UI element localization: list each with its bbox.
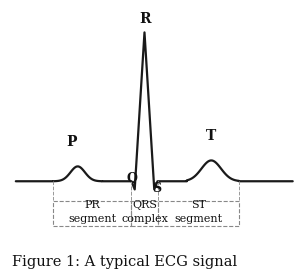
Text: R: R: [140, 12, 151, 26]
Text: Q: Q: [127, 172, 138, 185]
Text: Figure 1: A typical ECG signal: Figure 1: A typical ECG signal: [12, 255, 237, 269]
Text: segment: segment: [68, 214, 117, 224]
Text: segment: segment: [174, 214, 222, 224]
Text: PR: PR: [85, 200, 100, 210]
Bar: [158, 200, 239, 226]
Text: complex: complex: [121, 214, 168, 224]
Text: P: P: [66, 134, 76, 148]
Bar: [53, 200, 131, 226]
Text: ST: ST: [191, 200, 206, 210]
Text: S: S: [152, 182, 162, 195]
Text: T: T: [206, 129, 217, 143]
Text: QRS: QRS: [132, 200, 157, 210]
Bar: [131, 200, 158, 226]
